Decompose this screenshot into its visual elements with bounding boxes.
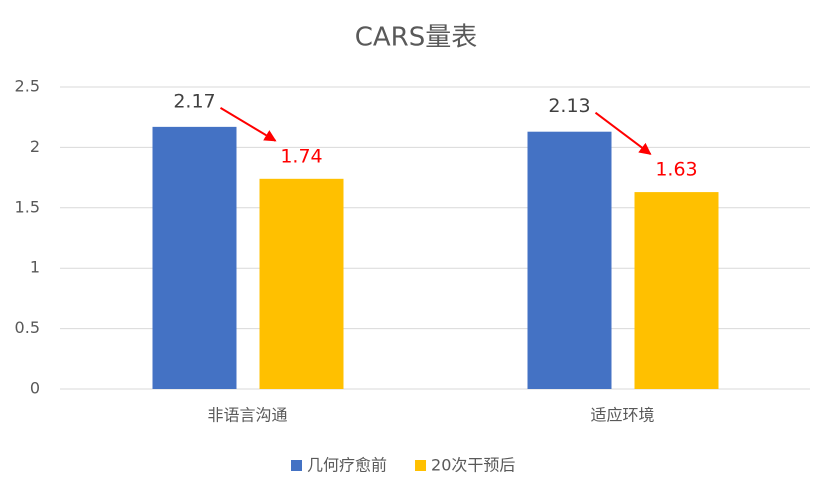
y-tick-label: 0.5 [15, 318, 40, 337]
arrow [594, 111, 652, 155]
value-label: 2.13 [548, 95, 590, 117]
arrow [219, 107, 277, 142]
legend-swatch [291, 460, 302, 471]
legend-label: 20次干预后 [431, 456, 515, 475]
x-tick-label: 非语言沟通 [207, 406, 287, 425]
value-label: 1.74 [280, 145, 322, 167]
bar [259, 178, 344, 389]
bar [152, 126, 237, 389]
y-tick-label: 1 [30, 258, 40, 277]
legend-swatch [415, 460, 427, 471]
y-tick-label: 0 [30, 379, 40, 398]
y-tick-label: 2 [30, 137, 40, 156]
legend-label: 几何疗愈前 [307, 456, 387, 475]
value-label: 2.17 [173, 90, 215, 112]
bar [527, 131, 612, 390]
x-tick-label: 适应环境 [590, 406, 654, 425]
bar [634, 192, 719, 389]
y-tick-label: 2.5 [15, 77, 40, 96]
chart-title: CARS量表 [355, 23, 478, 53]
y-tick-label: 1.5 [15, 197, 40, 216]
value-label: 1.63 [655, 159, 697, 181]
